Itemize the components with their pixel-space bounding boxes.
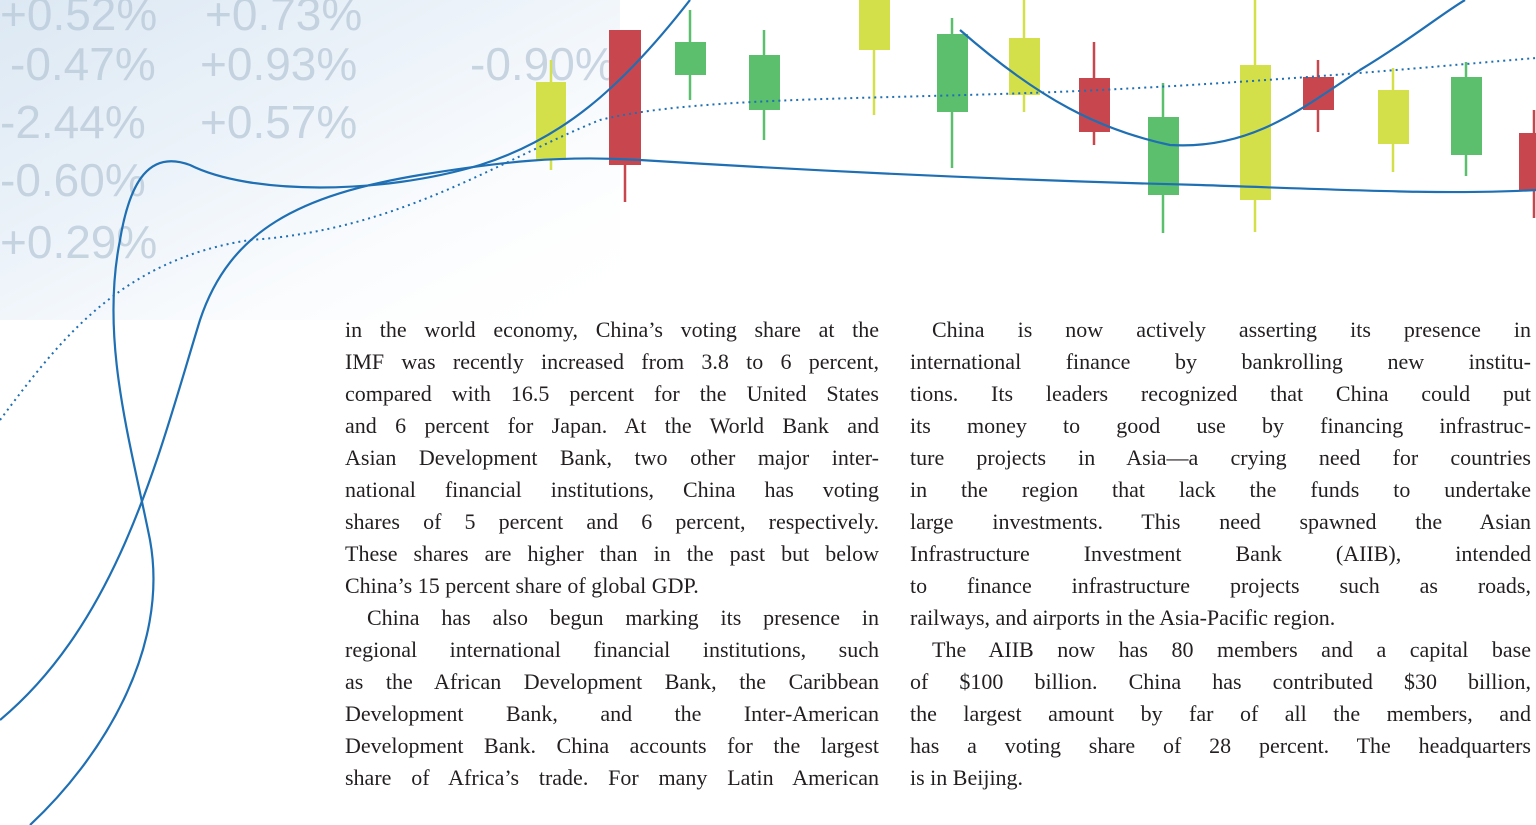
text-line: as the African Development Bank, the Car… <box>345 669 879 694</box>
text-line: share of Africa’s trade. For many Latin … <box>345 765 879 790</box>
text-line: China’s 15 percent share of global GDP. <box>345 573 699 598</box>
text-line: shares of 5 percent and 6 percent, respe… <box>345 509 879 534</box>
text-line: Development Bank. China accounts for the… <box>345 733 879 758</box>
background-number: +0.73% <box>205 0 362 40</box>
text-line: national financial institutions, China h… <box>345 477 879 502</box>
text-line: of $100 billion. China has contributed $… <box>910 669 1531 694</box>
text-column: in the world economy, China’s voting sha… <box>345 314 879 794</box>
text-line: in the world economy, China’s voting sha… <box>345 317 879 342</box>
text-line: railways, and airports in the Asia-Pacif… <box>910 605 1336 630</box>
text-line: China is now actively asserting its pres… <box>932 317 1531 342</box>
text-line: China has also begun marking its presenc… <box>367 605 879 630</box>
background-fade <box>0 0 620 320</box>
text-line: The AIIB now has 80 members and a capita… <box>932 637 1531 662</box>
background-number: +0.29% <box>0 216 157 268</box>
background-number: +0.93% <box>200 38 357 90</box>
background-number: -0.90% <box>470 38 616 90</box>
text-line: IMF was recently increased from 3.8 to 6… <box>345 349 879 374</box>
text-line: large investments. This need spawned the… <box>910 509 1531 534</box>
text-line: its money to good use by financing infra… <box>910 413 1531 438</box>
text-line: These shares are higher than in the past… <box>345 541 879 566</box>
text-line: tions. Its leaders recognized that China… <box>910 381 1531 406</box>
text-line: Development Bank, and the Inter-American <box>345 701 879 726</box>
background-number: -0.47% <box>10 38 156 90</box>
background-number: +0.57% <box>200 96 357 148</box>
text-column: China is now actively asserting its pres… <box>910 314 1531 794</box>
text-line: compared with 16.5 percent for the Unite… <box>345 381 879 406</box>
text-line: the largest amount by far of all the mem… <box>910 701 1531 726</box>
text-line: is in Beijing. <box>910 765 1024 790</box>
text-line: in the region that lack the funds to und… <box>910 477 1531 502</box>
text-line: international finance by bankrolling new… <box>910 349 1531 374</box>
background-number: -2.44% <box>0 96 146 148</box>
background-number: -0.60% <box>0 154 146 206</box>
text-line: and 6 percent for Japan. At the World Ba… <box>345 413 879 438</box>
text-line: ture projects in Asia—a crying need for … <box>910 445 1531 470</box>
background-number: +0.52% <box>0 0 157 40</box>
text-line: Asian Development Bank, two other major … <box>345 445 879 470</box>
text-line: Infrastructure Investment Bank (AIIB), i… <box>910 541 1531 566</box>
text-line: regional international financial institu… <box>345 637 879 662</box>
text-line: to finance infrastructure projects such … <box>910 573 1531 598</box>
candlesticks <box>536 0 1536 233</box>
background-numbers: +0.52% +0.73% -0.47% +0.93% -2.44% +0.57% -0.6… <box>0 0 616 268</box>
text-line: has a voting share of 28 percent. The he… <box>910 733 1531 758</box>
